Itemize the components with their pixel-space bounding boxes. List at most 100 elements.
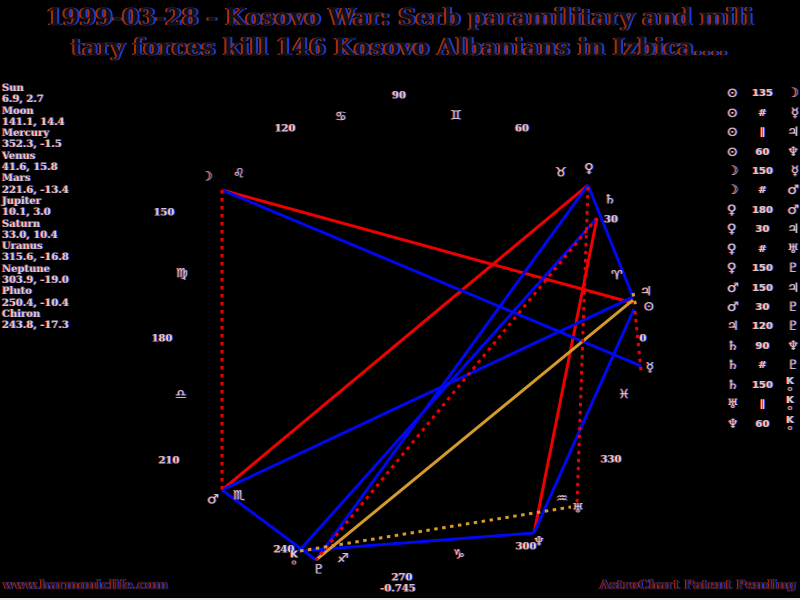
planet-values-pluto: 250.4, -10.4 bbox=[2, 297, 69, 309]
aspect-line-sun-cp-mercury bbox=[633, 310, 643, 372]
planet-name-neptune: Neptune bbox=[2, 263, 51, 275]
aspect-line-saturn-90-neptune bbox=[532, 217, 599, 534]
aspect-row-venus-pluto: ♀ 150 ♇ bbox=[727, 259, 799, 278]
planet-values-jupiter: 10.1, 3.0 bbox=[2, 207, 51, 219]
aquarius-sign-glyph: ♒ bbox=[556, 491, 568, 507]
chiron-o: o bbox=[787, 384, 793, 393]
venus-glyph: ♀ bbox=[727, 222, 737, 238]
gemini-sign-glyph: ♊ bbox=[450, 108, 462, 124]
planet-name-saturn: Saturn bbox=[2, 218, 41, 230]
aspect-row-saturn-neptune: ♄ 90 ♆ bbox=[727, 337, 799, 356]
planet-values-chiron: 243.8, -17.3 bbox=[2, 320, 69, 332]
moon-glyph: ☽ bbox=[787, 86, 799, 102]
wheel-label-270: 270 bbox=[391, 572, 413, 584]
wheel-label-150: 150 bbox=[153, 207, 175, 219]
aspect-row-jupiter-pluto: ♃ 120 ♇ bbox=[727, 317, 799, 336]
wheel-label-180: 180 bbox=[151, 333, 173, 345]
sun-glyph: ⊙ bbox=[727, 105, 738, 121]
chiron-o: o bbox=[787, 423, 793, 432]
saturn-glyph: ♄ bbox=[727, 358, 739, 374]
aspect-row-moon-mercury: ☽ 150 ☿ bbox=[727, 162, 799, 181]
aspect-row-venus-mars: ♀ 180 ♂ bbox=[727, 201, 799, 220]
wheel-label-330: 330 bbox=[600, 454, 622, 466]
neptune-glyph: ♆ bbox=[727, 416, 739, 432]
chiron-k: K bbox=[786, 395, 794, 407]
sun-planet-glyph: ⊙ bbox=[643, 299, 655, 315]
uranus-glyph: ♅ bbox=[727, 397, 739, 413]
planet-name-mercury: Mercury bbox=[2, 128, 50, 140]
aspect-line-venus-150-pluto bbox=[314, 184, 590, 561]
planet-name-mars: Mars bbox=[2, 173, 31, 185]
aspect-contraparallel: # bbox=[758, 185, 767, 197]
sun-glyph: ⊙ bbox=[727, 144, 738, 160]
scorpio-sign-glyph: ♏ bbox=[233, 488, 245, 504]
planet-values-neptune: 303.9, -19.0 bbox=[2, 275, 69, 287]
aspect-150: 150 bbox=[752, 263, 773, 275]
chiron-k: K bbox=[290, 549, 298, 561]
wheel-label-210: 210 bbox=[158, 455, 180, 467]
aspect-row-sun-mercury: ⊙ # ☿ bbox=[727, 103, 799, 122]
mars-glyph: ♂ bbox=[727, 300, 739, 316]
pluto-glyph: ♇ bbox=[787, 300, 799, 316]
planet-values-mercury: 352.3, -1.5 bbox=[2, 139, 62, 151]
wheel-label-30: 30 bbox=[604, 214, 618, 226]
aspect-line-mars-150-jupiter bbox=[221, 295, 634, 492]
sagittarius-sign-glyph: ♐ bbox=[337, 551, 349, 567]
neptune-glyph: ♆ bbox=[787, 144, 799, 160]
chart-title: 1999-03-28 - Kosovo War: Serb paramilita… bbox=[0, 3, 800, 63]
mars-planet-glyph: ♂ bbox=[207, 492, 219, 508]
aspect-150: 150 bbox=[752, 379, 773, 391]
aspect-row-moon-mars: ☽ # ♂ bbox=[727, 181, 799, 200]
aspect-contraparallel: # bbox=[758, 107, 767, 119]
planet-values-uranus: 315.6, -16.8 bbox=[2, 252, 69, 264]
aspect-line-neptune-60-chiron bbox=[298, 531, 535, 553]
venus-glyph: ♀ bbox=[727, 202, 737, 218]
wheel-label-300: 300 bbox=[515, 541, 537, 553]
chiron-k: K bbox=[786, 414, 794, 426]
planet-name-moon: Moon bbox=[2, 105, 34, 117]
wheel-label-240: 240 bbox=[273, 544, 295, 556]
planet-name-jupiter: Jupiter bbox=[2, 195, 42, 207]
aspect-contraparallel: # bbox=[758, 243, 767, 255]
moon-planet-glyph: ☽ bbox=[201, 169, 213, 185]
aspect-line-uranus-par-chiron bbox=[299, 505, 572, 553]
bottom-divider bbox=[0, 598, 800, 600]
wheel-label--0.745: -0.745 bbox=[380, 583, 416, 595]
saturn-glyph: ♄ bbox=[727, 377, 739, 393]
pluto-glyph: ♇ bbox=[787, 358, 799, 374]
mars-glyph: ♂ bbox=[787, 183, 799, 199]
aspect-contraparallel: # bbox=[758, 360, 767, 372]
planet-values-saturn: 33.0, 10.4 bbox=[2, 229, 58, 241]
venus-glyph: ♀ bbox=[727, 241, 737, 257]
aspect-line-venus-30-jupiter bbox=[586, 184, 635, 298]
aries-sign-glyph: ♈ bbox=[611, 268, 623, 284]
mercury-glyph: ☿ bbox=[791, 105, 799, 121]
website-link[interactable]: www.harmoniclife.com bbox=[3, 578, 168, 593]
neptune-planet-glyph: ♆ bbox=[533, 534, 545, 550]
aspect-135: 135 bbox=[752, 88, 773, 100]
wheel-label-120: 120 bbox=[274, 123, 296, 135]
patent-notice: AstroChart Patent Pending bbox=[599, 578, 796, 593]
planet-name-chiron: Chiron bbox=[2, 308, 41, 320]
jupiter-glyph: ♃ bbox=[787, 280, 799, 296]
chiron-k: K bbox=[786, 375, 794, 387]
planet-values-sun: 6.9, 2.7 bbox=[2, 94, 44, 106]
leo-sign-glyph: ♌ bbox=[233, 166, 245, 182]
moon-glyph: ☽ bbox=[727, 163, 739, 179]
wheel-label-0: 0 bbox=[639, 333, 647, 345]
libra-sign-glyph: ♎ bbox=[175, 387, 187, 403]
taurus-sign-glyph: ♉ bbox=[555, 165, 567, 181]
aspect-30: 30 bbox=[755, 224, 770, 236]
pluto-glyph: ♇ bbox=[787, 261, 799, 277]
aspect-parallel: ∥ bbox=[760, 127, 765, 139]
aspect-line-saturn-150-chiron bbox=[297, 216, 599, 553]
capricorn-sign-glyph: ♑ bbox=[453, 547, 465, 563]
sun-glyph: ⊙ bbox=[727, 125, 738, 141]
aspect-60: 60 bbox=[755, 418, 770, 430]
